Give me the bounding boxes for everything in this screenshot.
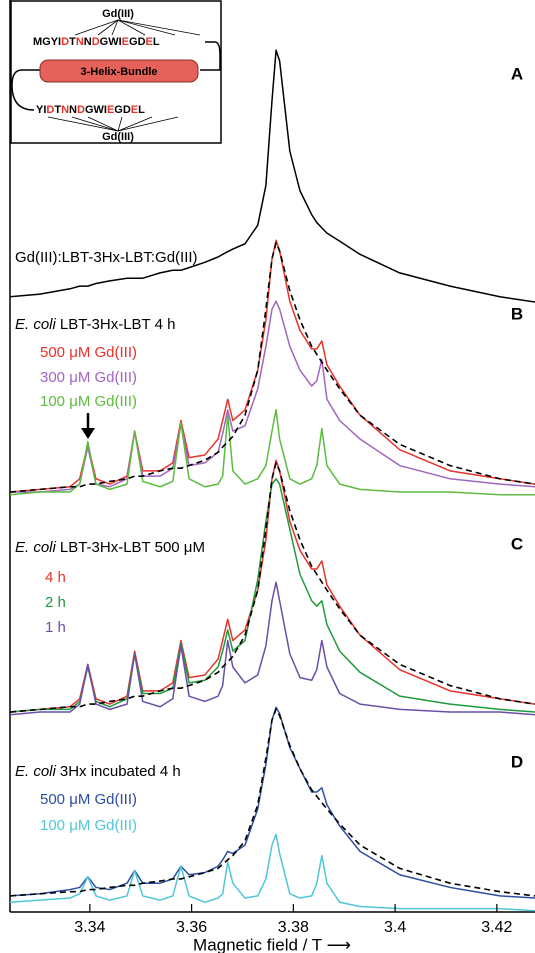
helix-label: 3-Helix-Bundle [80, 66, 157, 78]
residue: YI [36, 104, 46, 116]
residue: N [61, 104, 69, 116]
legend-entry: 500 μM Gd(III) [40, 344, 137, 361]
caption-italic: E. coli [15, 316, 57, 333]
spectrum-line [10, 478, 535, 713]
legend-entry: 100 μM Gd(III) [40, 817, 137, 834]
panel-caption: E. coli LBT-3Hx-LBT 4 h [15, 316, 175, 333]
panel-caption: E. coli 3Hx incubated 4 h [15, 763, 181, 780]
coordination-lines [47, 19, 201, 132]
residue: N [76, 36, 84, 48]
sequence-top: MGYIDTNNDGWIEGDEL [33, 36, 160, 48]
inset-gd-bottom: Gd(III) [102, 131, 134, 143]
fit-line [10, 462, 535, 713]
spectrum-line [10, 300, 535, 493]
caption-text: Gd(III):LBT-3Hx-LBT:Gd(III) [15, 249, 198, 266]
helix-bundle [39, 59, 199, 83]
residue: L [153, 36, 160, 48]
residue: N [84, 36, 92, 48]
residue: T [54, 104, 61, 116]
x-tick-label: 3.36 [176, 919, 207, 936]
caption-italic: E. coli [15, 539, 57, 556]
spectrum-line [10, 581, 535, 716]
residue: E [131, 104, 138, 116]
caption-italic: E. coli [15, 763, 57, 780]
caption-text: 3Hx incubated 4 h [60, 763, 181, 780]
residue: N [69, 104, 77, 116]
legend-entry: 100 μM Gd(III) [40, 393, 137, 410]
sequence-bottom: YIDTNNDGWIEGDEL [36, 104, 145, 116]
panel-caption: E. coli LBT-3Hx-LBT 500 μM [15, 539, 205, 556]
legend-entry: 2 h [45, 594, 66, 611]
caption-text: LBT-3Hx-LBT 500 μM [60, 539, 205, 556]
spectrum-line [10, 49, 535, 303]
residue: E [107, 104, 114, 116]
panel-label: A [511, 64, 523, 83]
residue: GD [114, 104, 131, 116]
arrow [81, 413, 95, 439]
residue: GWI [85, 104, 107, 116]
legend-entry: 4 h [45, 569, 66, 586]
residue: L [138, 104, 145, 116]
x-tick-label: 3.4 [384, 919, 406, 936]
spectrum-line [10, 409, 535, 496]
residue: GWI [100, 36, 122, 48]
spectrum-line [10, 706, 535, 899]
residue: D [77, 104, 85, 116]
residue: E [122, 36, 129, 48]
x-tick-label: 3.38 [278, 919, 309, 936]
inset-gd-top: Gd(III) [102, 8, 134, 20]
residue: D [92, 36, 100, 48]
residue: E [146, 36, 153, 48]
legend-entry: 500 μM Gd(III) [40, 791, 137, 808]
x-axis-title: Magnetic field / T ⟶ [193, 935, 351, 953]
linker-right [200, 41, 221, 71]
caption-text: LBT-3Hx-LBT 4 h [60, 316, 176, 333]
residue: GD [129, 36, 146, 48]
residue: D [61, 36, 69, 48]
spectrum-line [10, 833, 535, 912]
fit-line [10, 708, 535, 897]
legend-entry: 1 h [45, 619, 66, 636]
residue: D [46, 104, 54, 116]
linker-left [11, 69, 40, 111]
spectrum-line [10, 459, 535, 713]
fit-line [10, 242, 535, 493]
residue: T [69, 36, 76, 48]
panel-label: B [511, 304, 523, 323]
panel-label: C [511, 534, 523, 553]
plot-area [10, 49, 535, 912]
inset: Gd(III) MGYIDTNNDGWIEGDEL 3-Helix-Bundle… [10, 0, 222, 144]
residue: MGYI [33, 36, 61, 48]
panel-caption: Gd(III):LBT-3Hx-LBT:Gd(III) [15, 249, 198, 266]
x-tick-label: 3.34 [74, 919, 105, 936]
spectrum-line [10, 239, 535, 493]
x-tick-label: 3.42 [481, 919, 512, 936]
legend-entry: 300 μM Gd(III) [40, 369, 137, 386]
panel-label: D [511, 752, 523, 771]
